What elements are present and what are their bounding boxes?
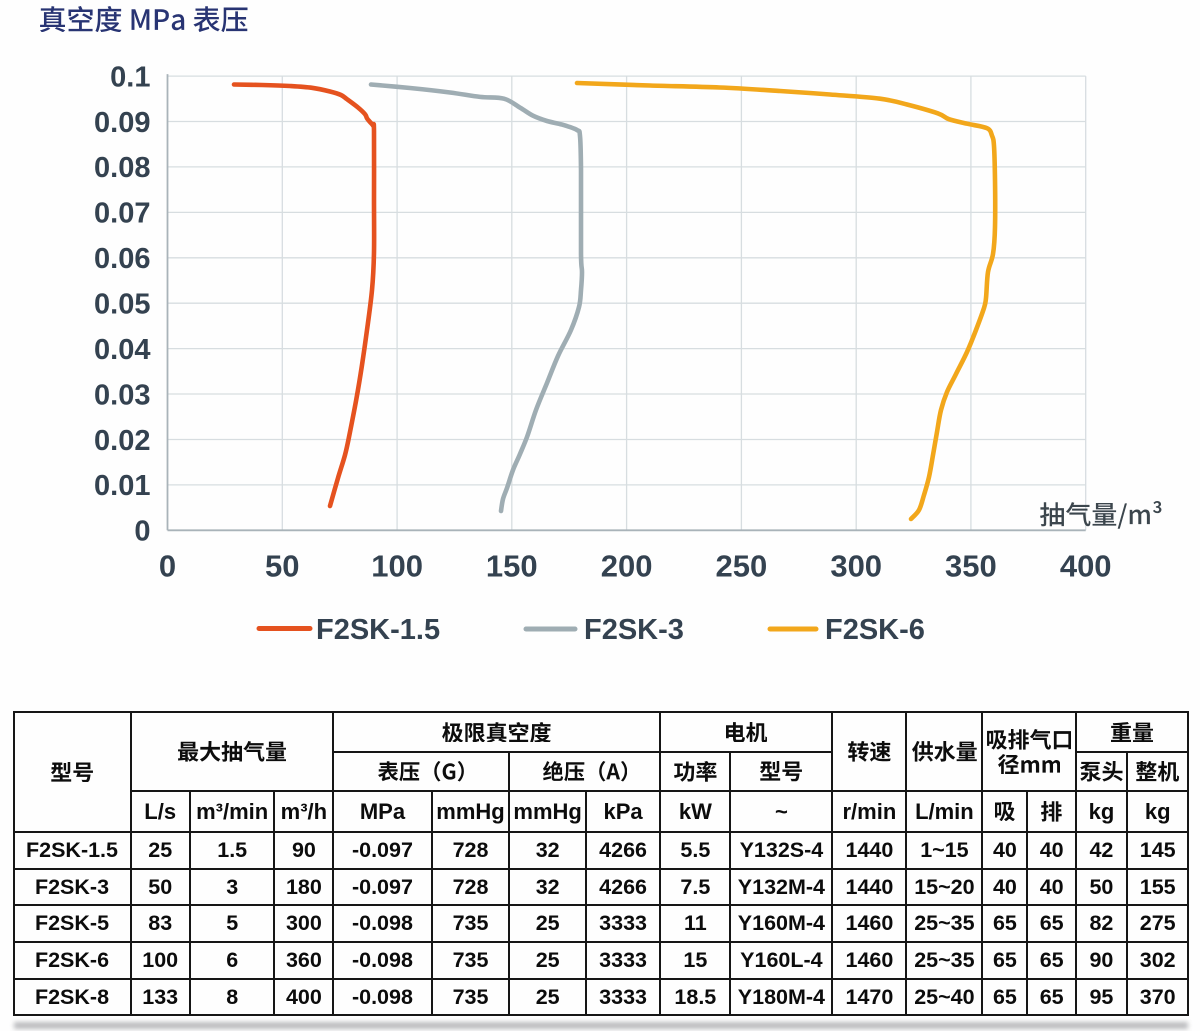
svg-text:200: 200 — [601, 549, 653, 584]
svg-text:0.02: 0.02 — [94, 425, 150, 457]
svg-text:0.03: 0.03 — [94, 379, 150, 411]
svg-text:F2SK-3: F2SK-3 — [584, 614, 684, 646]
svg-text:F2SK-1.5: F2SK-1.5 — [316, 614, 440, 646]
svg-text:0.07: 0.07 — [94, 198, 150, 230]
svg-text:F2SK-6: F2SK-6 — [825, 614, 925, 646]
svg-text:0: 0 — [134, 516, 150, 548]
svg-text:0.05: 0.05 — [94, 289, 150, 321]
svg-text:0.06: 0.06 — [94, 243, 150, 275]
svg-text:0.01: 0.01 — [94, 470, 150, 502]
svg-text:350: 350 — [945, 549, 997, 584]
svg-text:150: 150 — [486, 549, 538, 584]
svg-text:0: 0 — [159, 549, 176, 584]
svg-text:300: 300 — [830, 549, 882, 584]
svg-text:250: 250 — [716, 549, 768, 584]
svg-text:0.09: 0.09 — [94, 107, 150, 139]
svg-text:0.08: 0.08 — [94, 152, 150, 184]
svg-text:100: 100 — [371, 549, 423, 584]
svg-text:50: 50 — [265, 549, 299, 584]
svg-text:0.1: 0.1 — [110, 61, 150, 93]
svg-text:0.04: 0.04 — [94, 334, 150, 366]
svg-text:400: 400 — [1060, 549, 1112, 584]
